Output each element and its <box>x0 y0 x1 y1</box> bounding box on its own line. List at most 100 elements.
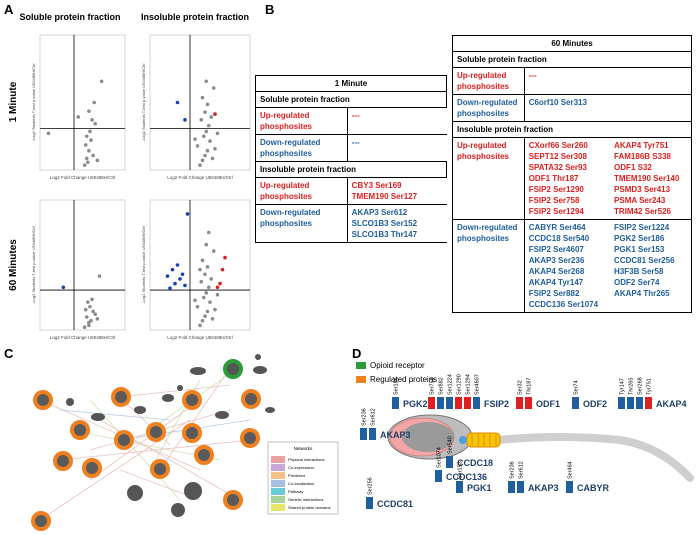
protein-label: AKAP4 <box>656 399 687 409</box>
row-label: Down-regulated phosphosites <box>255 204 348 243</box>
point <box>92 100 96 105</box>
phosphosite: FAM186B S338 <box>614 152 671 161</box>
networks-swatch <box>271 504 285 511</box>
row-title: 60 Minutes <box>8 239 19 291</box>
point <box>95 158 100 163</box>
point <box>93 312 98 317</box>
phosphosite: PGK2 Ser186 <box>614 234 665 243</box>
site-label: Ser1294 <box>466 374 472 395</box>
protein-label: CCDC81 <box>377 499 413 509</box>
point <box>210 156 215 161</box>
site-label: Ser540 <box>448 436 454 454</box>
row: Up-regulated phosphosites --- <box>452 67 693 95</box>
point <box>203 314 207 318</box>
panel-label: D <box>352 346 361 361</box>
items-cell: --- <box>523 67 693 95</box>
point <box>195 304 200 309</box>
row-label: Down-regulated phosphosites <box>452 94 525 122</box>
point <box>205 309 210 314</box>
networks-swatch <box>271 488 285 495</box>
site-label: Ser1224 <box>448 374 454 395</box>
point <box>209 277 214 281</box>
site-marker <box>508 481 515 493</box>
site-label: Ser32 <box>518 380 524 395</box>
site-marker <box>636 397 643 409</box>
networks-title: Networks <box>294 446 314 451</box>
point <box>206 285 211 290</box>
point <box>84 134 89 139</box>
point <box>206 123 211 128</box>
site-marker <box>645 397 652 409</box>
point <box>175 263 180 267</box>
site-marker <box>572 397 579 409</box>
networks-swatch <box>271 496 285 503</box>
protein-label: AKAP3 <box>380 430 411 440</box>
phosphosite: SPATA32 Ser93 <box>528 163 587 172</box>
point <box>95 317 100 321</box>
y-axis-label: -Log2 Students T-test p-value U50488H/Ct… <box>141 64 146 142</box>
point <box>185 212 190 216</box>
site-label: Ser153 <box>458 461 464 479</box>
point <box>180 272 185 277</box>
protein-label: PGK2 <box>403 399 428 409</box>
networks-label: Physical interactions <box>288 457 324 462</box>
point <box>87 109 91 113</box>
phosphosite: CCDC18 Ser540 <box>528 234 590 243</box>
point <box>83 143 88 147</box>
point <box>97 274 102 278</box>
row-label: Up-regulated phosphosites <box>255 177 348 205</box>
row: Down-regulated phosphosites AKAP3 Ser612 S… <box>255 204 447 243</box>
point <box>183 283 187 288</box>
phosphosite: SLCO1B3 Thr147 <box>351 230 418 239</box>
phosphosite: FSIP2 Ser1290 <box>528 185 584 194</box>
site-marker <box>516 397 523 409</box>
section-row: Insoluble protein fraction <box>255 161 447 178</box>
section-heading: Insoluble protein fraction <box>255 161 447 178</box>
section-row: Soluble protein fraction <box>452 51 692 68</box>
site-label: Ser464 <box>568 461 574 479</box>
legend-label: Opioid receptor <box>370 361 425 370</box>
point <box>198 267 202 272</box>
items-cell: CBY3 Ser169 TMEM190 Ser127 <box>346 177 447 205</box>
point <box>213 112 217 116</box>
site-label: Thr265 <box>629 378 635 395</box>
site-marker <box>473 397 480 409</box>
phosphosite: PSMA Ser243 <box>614 196 666 205</box>
networks-swatch <box>271 456 285 463</box>
site-marker <box>455 397 462 409</box>
point <box>87 148 91 153</box>
phosphosite: AKAP4 Ser268 <box>528 267 585 276</box>
phosphosite: TMEM190 Ser127 <box>351 192 418 201</box>
point <box>165 274 170 278</box>
site-label: Ser882 <box>439 377 445 395</box>
site-marker <box>366 497 373 509</box>
point <box>208 139 212 143</box>
point <box>198 323 202 328</box>
point <box>89 138 93 142</box>
x-axis-label: Log2 Fold Change U50488H/Ctrl <box>167 335 233 340</box>
site-marker <box>517 481 524 493</box>
networks-label: Co-localization <box>288 481 314 486</box>
x-axis-label: Log2 Fold Change U50488H/Ctrl <box>50 175 116 180</box>
point <box>215 292 220 297</box>
column-title: Insoluble protein fraction <box>141 12 249 22</box>
point <box>173 281 177 286</box>
point <box>208 300 212 304</box>
protein-label: ODF1 <box>536 399 560 409</box>
site-marker <box>360 428 367 440</box>
networks-swatch <box>271 480 285 487</box>
site-label: Ser758 <box>430 377 436 395</box>
phosphosite: AKAP3 Ser612 <box>351 208 408 217</box>
site-marker <box>618 397 625 409</box>
items-cell: FSIP2 Ser1224 PGK2 Ser186 PGK1 Ser153 CCDC8… <box>610 219 693 313</box>
site-label: Ser186 <box>394 377 400 395</box>
site-marker <box>446 456 453 468</box>
site-marker <box>464 397 471 409</box>
site-marker <box>392 397 399 409</box>
phosphosite: C6orf10 Ser313 <box>528 98 587 107</box>
items-cell: AKAP4 Tyr751 FAM186B S338 ODF1 S32 TMEM190 … <box>610 137 693 220</box>
section-heading: Insoluble protein fraction <box>452 121 692 138</box>
point <box>199 118 204 122</box>
row-label: Up-regulated phosphosites <box>452 67 525 95</box>
